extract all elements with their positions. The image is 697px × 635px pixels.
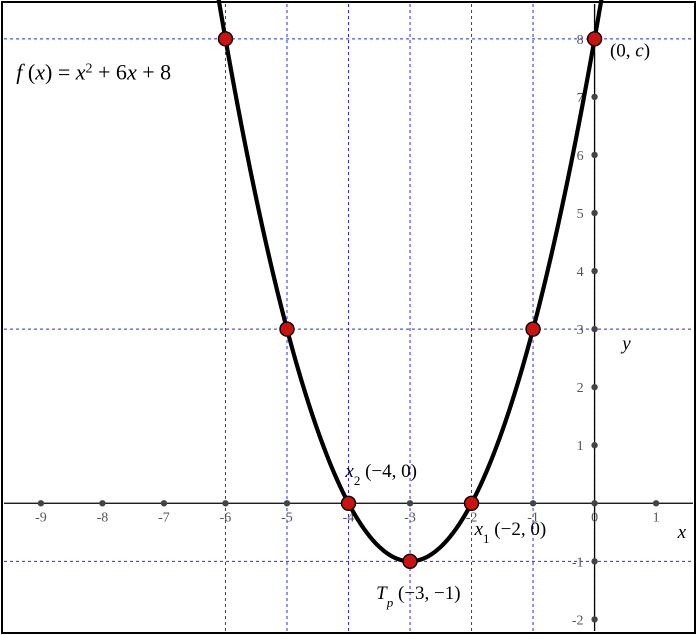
x-tick-dot bbox=[530, 500, 536, 506]
y-tick-dot bbox=[591, 268, 597, 274]
y-tick-label: 3 bbox=[577, 323, 584, 338]
y-tick-label: 6 bbox=[577, 149, 584, 164]
y-tick-label: -2 bbox=[572, 613, 584, 628]
x-tick-dot bbox=[284, 500, 290, 506]
x-tick-label: -6 bbox=[220, 510, 232, 525]
y-tick-dot bbox=[591, 442, 597, 448]
x-tick-dot bbox=[99, 500, 105, 506]
y-tick-label: 4 bbox=[577, 265, 584, 280]
function-plot: -9-8-7-6-5-4-3-2-101-2-112345678f (x) = … bbox=[0, 0, 697, 635]
highlight-point bbox=[588, 32, 602, 46]
y-tick-label: 8 bbox=[577, 33, 584, 48]
highlight-point bbox=[280, 322, 294, 336]
x-tick-label: -5 bbox=[281, 510, 293, 525]
y-tick-dot bbox=[591, 326, 597, 332]
y-tick-dot bbox=[591, 94, 597, 100]
y-tick-dot bbox=[591, 152, 597, 158]
x-tick-dot bbox=[38, 500, 44, 506]
y-tick-dot bbox=[591, 558, 597, 564]
x-tick-label: -7 bbox=[158, 510, 170, 525]
x-tick-dot bbox=[591, 500, 597, 506]
y-tick-label: 5 bbox=[577, 207, 584, 222]
x-tick-dot bbox=[407, 500, 413, 506]
x-tick-label: 0 bbox=[591, 510, 598, 525]
y-tick-dot bbox=[591, 210, 597, 216]
y-intercept-label: (0, c) bbox=[610, 40, 650, 61]
highlight-point bbox=[465, 496, 479, 510]
y-tick-label: -1 bbox=[572, 555, 584, 570]
highlight-point bbox=[403, 554, 417, 568]
function-label: f (x) = x2 + 6x + 8 bbox=[16, 59, 171, 84]
y-axis-label: y bbox=[620, 333, 631, 354]
highlight-point bbox=[218, 32, 232, 46]
x-tick-dot bbox=[161, 500, 167, 506]
x-tick-dot bbox=[222, 500, 228, 506]
x-tick-label: -9 bbox=[35, 510, 47, 525]
x-tick-label: -3 bbox=[404, 510, 416, 525]
highlight-point bbox=[526, 322, 540, 336]
highlight-point bbox=[342, 496, 356, 510]
x-tick-label: -8 bbox=[97, 510, 109, 525]
y-tick-dot bbox=[591, 384, 597, 390]
y-tick-label: 1 bbox=[577, 439, 584, 454]
y-tick-dot bbox=[591, 616, 597, 622]
y-tick-label: 2 bbox=[577, 381, 584, 396]
x-axis-label: x bbox=[677, 522, 687, 543]
x-tick-label: 1 bbox=[653, 510, 660, 525]
x-tick-dot bbox=[653, 500, 659, 506]
